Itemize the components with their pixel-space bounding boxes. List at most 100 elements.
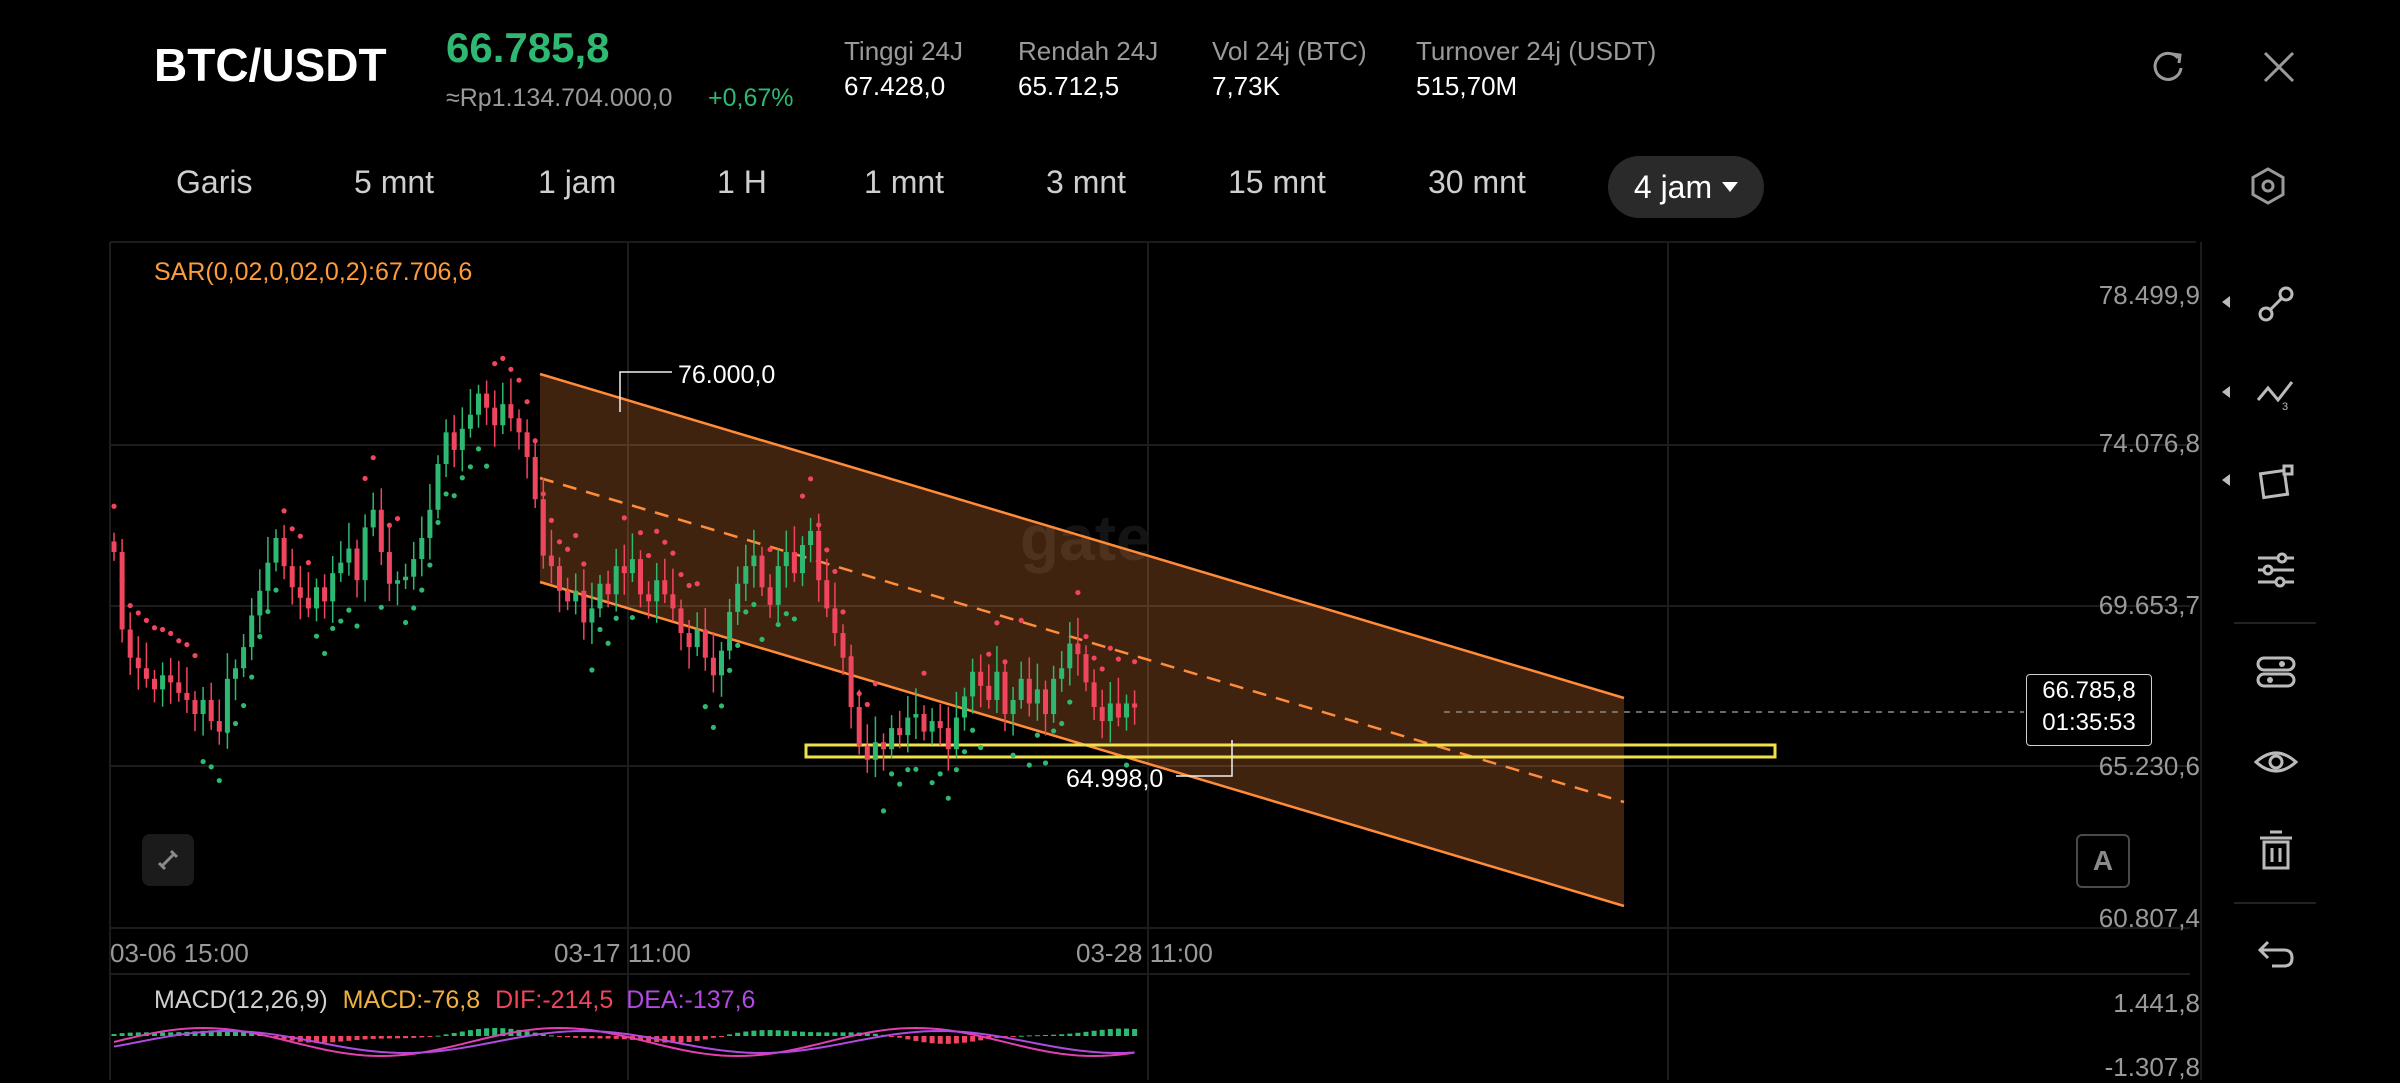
candle <box>816 530 822 581</box>
last-price-label-value: 66.785,8 <box>2042 677 2136 704</box>
lock-drawing-button[interactable] <box>142 834 194 886</box>
candle <box>1043 689 1048 715</box>
sar-dot <box>824 547 830 553</box>
candle <box>192 699 198 715</box>
macd-bar <box>897 1036 903 1038</box>
auto-scale-label: A <box>2092 845 2114 876</box>
sar-dot <box>192 652 198 659</box>
tab-1-mnt[interactable]: 1 mnt <box>864 164 945 200</box>
rotate-icon[interactable] <box>2148 46 2188 86</box>
sar-dot <box>702 704 708 710</box>
candle <box>184 692 190 700</box>
fibonacci-icon[interactable]: 3 <box>2254 370 2298 414</box>
candle <box>427 509 433 538</box>
tab-15-mnt[interactable]: 15 mnt <box>1228 164 1326 200</box>
sar-dot <box>597 626 603 633</box>
sar-dot <box>1026 762 1032 768</box>
macd-bar <box>354 1036 360 1041</box>
macd-bar <box>386 1036 392 1039</box>
tab-5-mnt[interactable]: 5 mnt <box>354 164 435 200</box>
tab-4-jam[interactable]: 4 jam <box>1608 156 1764 218</box>
candle <box>597 583 603 609</box>
sar-dot <box>249 674 255 680</box>
candle <box>1107 703 1113 722</box>
sar-dot <box>718 703 725 709</box>
macd-bar <box>314 1036 319 1043</box>
tab-3-mnt[interactable]: 3 mnt <box>1046 164 1127 200</box>
tab-30-mnt[interactable]: 30 mnt <box>1428 164 1526 200</box>
tab-1-h[interactable]: 1 H <box>717 164 767 200</box>
sar-dot <box>403 619 409 626</box>
macd-bar <box>694 1036 700 1041</box>
candle <box>872 742 878 760</box>
candle <box>937 721 943 729</box>
macd-bar <box>1107 1029 1113 1036</box>
sar-dot <box>621 515 627 521</box>
macd-bar <box>573 1036 579 1038</box>
caret-icon <box>2222 474 2230 486</box>
candle <box>370 509 376 528</box>
pair-title[interactable]: BTC/USDT <box>154 39 387 91</box>
candle <box>346 548 352 563</box>
sar-dot <box>953 767 960 773</box>
sar-dot <box>573 532 579 539</box>
candle <box>297 587 303 598</box>
sar-dot <box>945 795 951 801</box>
candle <box>864 745 870 760</box>
macd-dif: DIF:-214,5 <box>495 986 614 1014</box>
drawing-toolbar <box>2200 242 2202 1080</box>
candle <box>532 456 538 500</box>
candle <box>1010 699 1016 715</box>
undo-icon[interactable] <box>2254 930 2298 974</box>
sar-dot <box>970 727 976 733</box>
sar-dot <box>508 366 514 372</box>
stat-volume-value: 7,73K <box>1212 71 1280 101</box>
macd-bar <box>905 1036 911 1040</box>
countdown: 01:35:53 <box>2042 709 2136 736</box>
macd-bar <box>945 1036 951 1044</box>
macd-bar <box>751 1030 757 1036</box>
macd-bar <box>427 1036 433 1037</box>
sar-dot <box>451 493 457 499</box>
tab-1-jam[interactable]: 1 jam <box>538 164 617 200</box>
sar-dot <box>467 464 473 470</box>
candle <box>710 657 716 676</box>
stat-turnover: Turnover 24j (USDT) 515,70M <box>1416 36 1656 102</box>
macd-bar <box>662 1036 668 1043</box>
sar-dot <box>565 546 571 552</box>
draw-line-icon[interactable] <box>2254 282 2298 326</box>
macd-bar <box>419 1036 425 1038</box>
macd-bar <box>800 1031 805 1036</box>
macd-bar <box>686 1036 692 1042</box>
close-icon[interactable] <box>2260 48 2298 86</box>
sar-dot <box>378 604 384 610</box>
tab-garis[interactable]: Garis <box>176 164 253 200</box>
macd-bar <box>783 1030 789 1036</box>
sar-dot <box>241 702 247 709</box>
candle <box>670 594 676 609</box>
macd-bar <box>370 1036 376 1039</box>
price-chart[interactable]: gate 76.000,0 64.998,0 <box>0 0 2200 1080</box>
sar-dot <box>905 767 911 773</box>
candle <box>783 552 789 567</box>
sar-dot <box>313 633 320 639</box>
shape-icon[interactable] <box>2254 460 2298 504</box>
macd-legend[interactable]: MACD(12,26,9) MACD:-76,8 DIF:-214,5 DEA:… <box>154 986 755 1015</box>
sar-dot <box>694 581 700 587</box>
indicator-settings-icon[interactable] <box>2254 548 2298 592</box>
stat-turnover-label: Turnover 24j (USDT) <box>1416 36 1657 66</box>
visibility-icon[interactable] <box>2254 740 2298 784</box>
candle <box>403 576 409 581</box>
macd-bar <box>767 1030 773 1036</box>
last-price-label: 66.785,8 01:35:53 <box>2026 674 2152 746</box>
chart-settings-icon[interactable] <box>2248 166 2288 206</box>
macd-bar <box>840 1032 846 1036</box>
candle <box>621 566 627 574</box>
sar-indicator-label[interactable]: SAR(0,02,0,02,0,2):67.706,6 <box>154 258 473 286</box>
sar-dot <box>330 625 336 632</box>
sar-dot <box>322 650 328 657</box>
indicator-list-icon[interactable] <box>2254 650 2298 694</box>
auto-scale-button[interactable]: A <box>2076 834 2130 888</box>
delete-icon[interactable] <box>2254 828 2298 872</box>
macd-bar <box>1099 1029 1105 1036</box>
